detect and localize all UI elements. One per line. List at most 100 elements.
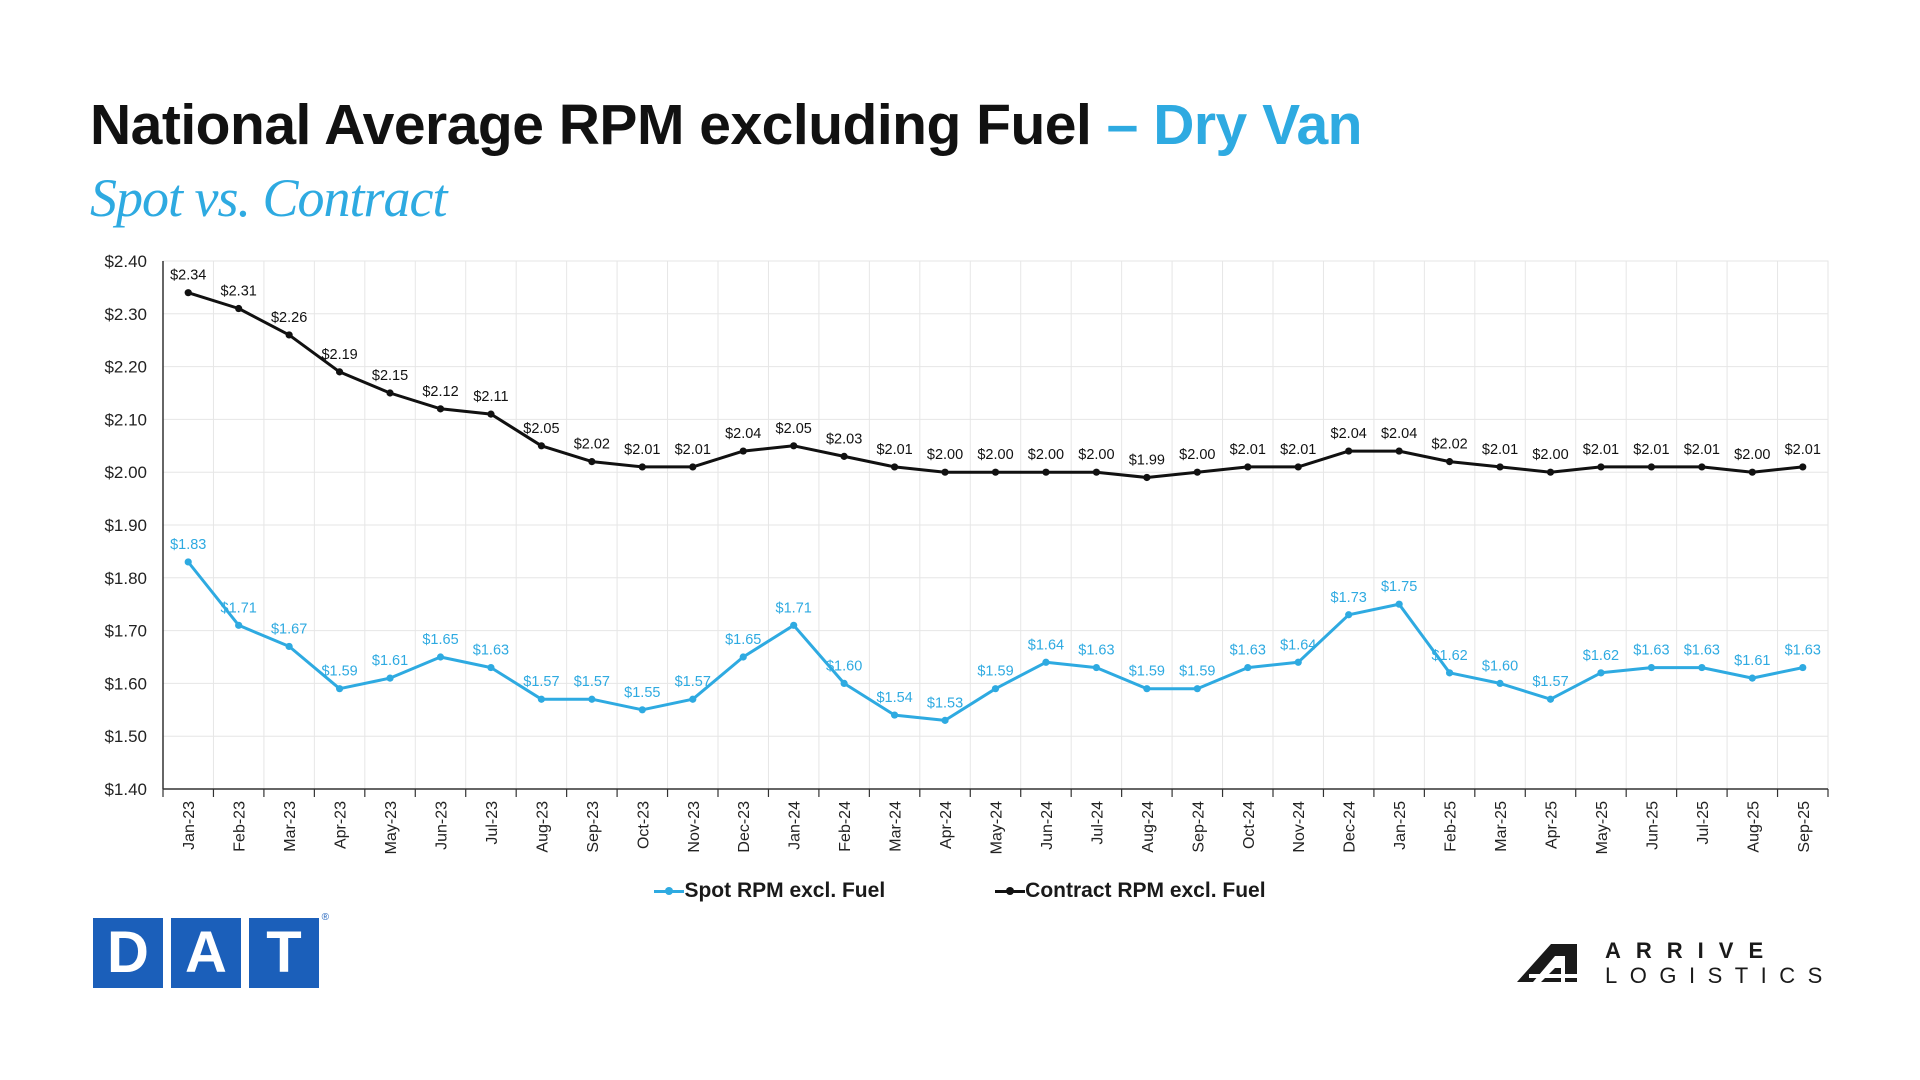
y-tick-label: $2.10 [104, 410, 147, 429]
data-point-spot [1294, 658, 1302, 666]
data-point-spot [235, 621, 243, 629]
y-tick-label: $1.60 [104, 674, 147, 693]
legend-label-spot: Spot RPM excl. Fuel [684, 879, 886, 902]
data-point-spot [991, 685, 1000, 693]
data-point-spot [1799, 663, 1807, 672]
data-label-spot: $1.57 [574, 674, 610, 690]
data-point-contract [1092, 468, 1101, 476]
x-tick-label: Oct-23 [635, 801, 652, 849]
data-label-spot: $1.75 [1381, 579, 1417, 595]
x-tick-label: Apr-23 [333, 801, 350, 849]
title-accent: – Dry Van [1106, 93, 1363, 157]
data-label-spot: $1.71 [221, 600, 257, 616]
data-point-spot [1193, 685, 1201, 693]
data-point-contract [285, 331, 293, 339]
data-point-contract [487, 410, 495, 418]
data-point-contract [436, 405, 445, 413]
data-point-spot [1748, 674, 1756, 682]
data-point-contract [1799, 463, 1807, 471]
data-label-contract: $2.26 [271, 310, 307, 326]
data-label-spot: $1.57 [1532, 674, 1568, 690]
data-label-spot: $1.63 [473, 643, 509, 659]
data-label-contract: $2.00 [927, 447, 963, 463]
data-label-spot: $1.61 [1734, 653, 1770, 669]
data-label-contract: $2.02 [1431, 437, 1467, 453]
data-point-contract [638, 463, 646, 471]
data-label-spot: $1.65 [422, 632, 458, 648]
data-point-contract [1294, 463, 1302, 471]
x-tick-label: Aug-24 [1140, 801, 1157, 853]
x-tick-label: Dec-23 [736, 801, 753, 853]
data-label-spot: $1.63 [1230, 643, 1266, 659]
data-point-contract [739, 447, 747, 455]
data-point-contract [1042, 468, 1050, 476]
data-label-contract: $2.01 [876, 442, 912, 458]
x-tick-label: Apr-25 [1544, 801, 1561, 849]
data-label-spot: $1.59 [1129, 664, 1165, 680]
x-tick-label: Sep-25 [1796, 801, 1813, 853]
data-point-contract [890, 463, 899, 471]
dat-logo: D A T ® [93, 912, 329, 988]
data-label-spot: $1.63 [1633, 643, 1669, 659]
legend-swatch-spot [654, 884, 685, 898]
dat-letter-t: T [249, 918, 319, 988]
data-label-spot: $1.57 [675, 674, 711, 690]
data-label-contract: $2.01 [1280, 442, 1316, 458]
data-point-spot [1445, 669, 1454, 677]
data-label-spot: $1.63 [1785, 643, 1821, 659]
data-label-contract: $2.00 [1078, 447, 1114, 463]
x-tick-label: May-23 [383, 801, 400, 854]
data-label-contract: $2.03 [826, 431, 862, 447]
data-label-contract: $2.00 [1734, 447, 1770, 463]
data-point-spot [1597, 669, 1605, 677]
data-label-spot: $1.64 [1280, 637, 1316, 653]
x-tick-label: Jan-23 [181, 801, 198, 850]
chart-legend: Spot RPM excl. Fuel Contract RPM excl. F… [0, 879, 1920, 903]
data-label-contract: $2.01 [1230, 442, 1266, 458]
x-tick-label: Nov-23 [686, 801, 703, 853]
data-point-contract [1193, 468, 1201, 476]
data-label-contract: $2.01 [1684, 442, 1720, 458]
data-label-contract: $2.05 [776, 421, 812, 437]
data-point-spot [1395, 600, 1403, 608]
data-label-spot: $1.63 [1684, 643, 1720, 659]
data-point-spot [487, 663, 495, 672]
y-tick-label: $2.20 [104, 358, 147, 377]
x-tick-label: Aug-25 [1745, 801, 1762, 853]
x-tick-label: Jul-24 [1089, 801, 1106, 845]
data-point-spot [689, 695, 697, 703]
x-tick-label: Apr-24 [938, 801, 955, 849]
legend-item-contract: Contract RPM excl. Fuel [995, 879, 1266, 903]
data-point-contract [1445, 458, 1454, 466]
dat-registered-mark: ® [321, 912, 329, 923]
data-label-contract: $2.00 [1179, 447, 1215, 463]
data-label-contract: $2.15 [372, 368, 408, 384]
data-point-spot [790, 621, 798, 629]
data-label-contract: $2.00 [1028, 447, 1064, 463]
data-label-contract: $2.31 [221, 284, 257, 300]
arrive-logistics-logo: ARRIVE LOGISTICS [1515, 938, 1845, 988]
data-label-contract: $2.02 [574, 437, 610, 453]
data-label-contract: $2.04 [1331, 426, 1367, 442]
x-tick-label: Feb-23 [232, 801, 249, 852]
y-tick-label: $1.40 [104, 780, 147, 799]
x-tick-label: May-25 [1594, 801, 1611, 854]
data-point-spot [537, 695, 546, 703]
data-label-spot: $1.64 [1028, 637, 1064, 653]
legend-item-spot: Spot RPM excl. Fuel [654, 879, 885, 903]
data-label-spot: $1.59 [321, 664, 357, 680]
data-label-contract: $2.01 [1583, 442, 1619, 458]
x-tick-label: Feb-25 [1443, 801, 1460, 852]
data-label-spot: $1.65 [725, 632, 761, 648]
data-point-spot [739, 653, 747, 661]
data-point-contract [588, 458, 596, 466]
data-label-contract: $2.01 [1482, 442, 1518, 458]
data-label-spot: $1.61 [372, 653, 408, 669]
x-tick-label: Nov-24 [1291, 801, 1308, 853]
data-point-spot [840, 679, 848, 688]
data-point-contract [1698, 463, 1706, 471]
data-label-spot: $1.59 [977, 664, 1013, 680]
data-point-spot [335, 685, 344, 693]
x-tick-label: Jun-25 [1644, 801, 1661, 850]
data-label-contract: $2.05 [523, 421, 559, 437]
